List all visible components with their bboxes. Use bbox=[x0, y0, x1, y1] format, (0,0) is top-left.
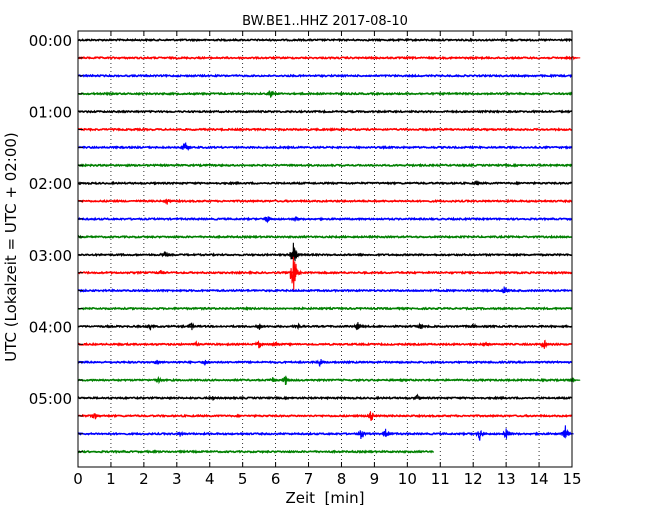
seismic-trace bbox=[77, 109, 573, 114]
seismic-trace bbox=[77, 37, 573, 43]
seismic-trace bbox=[77, 395, 573, 401]
x-axis: 0 1 2 3 4 5 6 7 8 9 10 11 12 13 14 15 bbox=[73, 31, 582, 488]
x-tick-label: 6 bbox=[271, 470, 281, 488]
seismic-trace bbox=[77, 288, 573, 293]
seismic-event bbox=[415, 322, 430, 330]
x-tick-label: 12 bbox=[464, 470, 483, 488]
seismic-event bbox=[567, 55, 581, 61]
x-tick-label: 1 bbox=[106, 470, 116, 488]
seismic-event bbox=[271, 341, 284, 348]
x-tick-label: 15 bbox=[562, 470, 581, 488]
seismic-event bbox=[280, 375, 294, 386]
seismic-event bbox=[145, 324, 160, 331]
x-tick-label: 2 bbox=[139, 470, 149, 488]
y-tick-label: 00:00 bbox=[29, 32, 72, 50]
seismic-event bbox=[154, 375, 167, 385]
seismic-event bbox=[192, 340, 205, 347]
x-axis-label: Zeit [min] bbox=[285, 489, 364, 507]
seismic-trace bbox=[77, 341, 573, 347]
seismic-event bbox=[162, 198, 176, 205]
seismic-event bbox=[499, 286, 513, 294]
seismic-event bbox=[262, 216, 276, 224]
seismic-trace bbox=[77, 306, 573, 311]
seismic-event bbox=[294, 322, 308, 331]
seismic-trace bbox=[77, 91, 573, 97]
seismic-event bbox=[381, 428, 395, 438]
seismic-trace bbox=[77, 127, 573, 132]
seismic-event bbox=[412, 393, 426, 401]
seismic-event bbox=[254, 323, 268, 330]
seismic-trace bbox=[77, 413, 573, 419]
chart-title: BW.BE1..HHZ 2017-08-10 bbox=[242, 14, 408, 29]
seismic-trace bbox=[77, 270, 573, 276]
y-tick-label: 01:00 bbox=[29, 104, 72, 122]
y-axis-label: UTC (Lokalzeit = UTC + 02:00) bbox=[2, 132, 20, 362]
seismic-event bbox=[175, 430, 189, 437]
seismic-event bbox=[152, 359, 166, 365]
x-tick-label: 8 bbox=[337, 470, 347, 488]
seismic-event bbox=[187, 322, 200, 331]
x-tick-label: 0 bbox=[73, 470, 83, 488]
seismic-event bbox=[567, 377, 581, 383]
plot-frame bbox=[77, 30, 573, 468]
seismic-event bbox=[160, 251, 174, 258]
seismic-event bbox=[289, 256, 303, 292]
y-tick-label: 04:00 bbox=[29, 318, 72, 336]
seismic-event bbox=[266, 90, 279, 98]
seismic-event bbox=[468, 323, 482, 329]
seismic-event bbox=[180, 141, 194, 152]
x-tick-label: 10 bbox=[398, 470, 417, 488]
seismic-event bbox=[481, 341, 495, 348]
seismic-event bbox=[315, 358, 329, 368]
x-tick-label: 13 bbox=[497, 470, 516, 488]
seismic-trace bbox=[77, 55, 573, 61]
seismic-event bbox=[353, 322, 367, 331]
x-tick-label: 11 bbox=[431, 470, 450, 488]
x-tick-label: 4 bbox=[205, 470, 215, 488]
seismic-trace bbox=[77, 216, 573, 222]
x-tick-label: 3 bbox=[172, 470, 182, 488]
seismic-event bbox=[539, 339, 553, 349]
seismic-trace bbox=[77, 252, 573, 258]
x-tick-label: 14 bbox=[530, 470, 549, 488]
x-tick-label: 7 bbox=[304, 470, 314, 488]
seismic-trace bbox=[77, 73, 573, 79]
y-tick-label: 03:00 bbox=[29, 247, 72, 265]
traces bbox=[77, 37, 581, 455]
y-tick-label: 02:00 bbox=[29, 175, 72, 193]
seismic-event bbox=[267, 377, 281, 383]
seismic-event bbox=[471, 180, 485, 186]
seismic-event bbox=[501, 428, 515, 439]
seismic-event bbox=[200, 359, 214, 366]
seismic-event bbox=[366, 411, 380, 422]
seismic-trace bbox=[77, 324, 573, 329]
seismic-event bbox=[254, 340, 268, 349]
seismic-event bbox=[289, 242, 303, 262]
seismic-event bbox=[290, 216, 304, 222]
seismic-event bbox=[89, 413, 103, 420]
seismic-trace bbox=[77, 180, 573, 186]
seismic-event bbox=[208, 395, 222, 401]
seismic-trace bbox=[77, 162, 573, 168]
x-tick-label: 9 bbox=[370, 470, 380, 488]
seismic-trace bbox=[77, 234, 573, 240]
y-axis: 00:00 01:00 02:00 03:00 04:00 05:00 bbox=[29, 32, 83, 453]
seismic-event bbox=[356, 430, 370, 439]
seismic-trace bbox=[77, 198, 573, 204]
seismic-trace bbox=[77, 431, 573, 437]
x-tick-label: 5 bbox=[238, 470, 248, 488]
grid-lines bbox=[110, 31, 540, 467]
y-tick-label: 05:00 bbox=[29, 390, 72, 408]
seismic-event bbox=[155, 269, 169, 275]
seismic-trace bbox=[77, 377, 573, 383]
seismic-event bbox=[475, 430, 489, 441]
seismic-trace bbox=[77, 144, 573, 150]
seismic-trace bbox=[77, 449, 435, 455]
